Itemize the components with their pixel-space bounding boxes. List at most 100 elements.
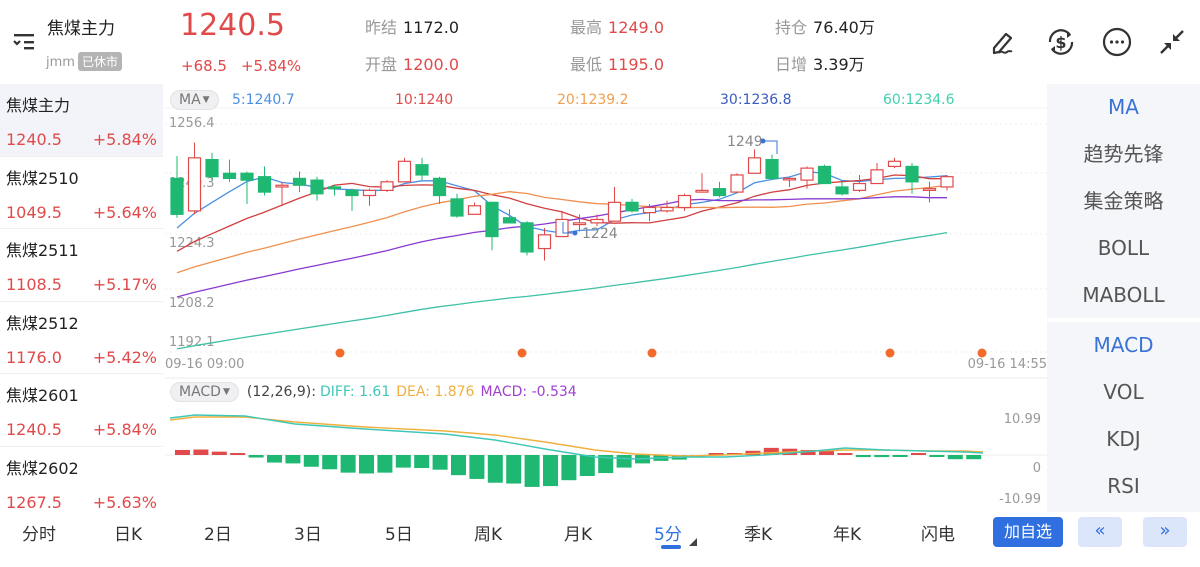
- svg-text:1256.4: 1256.4: [169, 116, 215, 131]
- kline-chart[interactable]: 1256.41240.31224.31208.21192.11249122409…: [165, 84, 1047, 512]
- contract-change-pct: +5.84%: [92, 420, 157, 439]
- market-status-badge: 已休市: [77, 52, 122, 71]
- contract-list-item[interactable]: 焦煤2511 1108.5 +5.17%: [0, 229, 163, 302]
- svg-text:1224: 1224: [582, 226, 618, 242]
- sub-indicator-dropdown[interactable]: MACD ▼: [170, 382, 239, 402]
- svg-text:09-16 09:00: 09-16 09:00: [165, 357, 244, 372]
- event-marker[interactable]: [647, 348, 657, 358]
- contract-price: 1108.5: [6, 275, 62, 294]
- stat-value: 1249.0: [608, 18, 664, 37]
- caret-down-icon: ▼: [202, 95, 210, 105]
- contract-list-item[interactable]: 焦煤主力 1240.5 +5.84%: [0, 84, 163, 157]
- period-expand-icon[interactable]: [689, 538, 697, 546]
- contract-code: jmm 已休市: [46, 52, 122, 71]
- svg-text:10.99: 10.99: [1004, 412, 1041, 427]
- tab-5min[interactable]: 5分: [654, 525, 682, 545]
- stat-daily-change: 日增 3.39万: [775, 51, 865, 75]
- contract-change-pct: +5.42%: [92, 347, 157, 367]
- svg-text:0: 0: [1033, 461, 1041, 476]
- contract-price: 1267.5: [6, 492, 62, 512]
- contract-price: 1176.0: [6, 347, 62, 367]
- tab-monthly[interactable]: 月K: [564, 525, 593, 545]
- indicator-vol[interactable]: VOL: [1103, 380, 1144, 404]
- contract-name: 焦煤2601: [6, 386, 79, 405]
- sub-indicator-list: MACD VOL KDJ RSI: [1047, 322, 1200, 512]
- code-text: jmm: [46, 55, 75, 70]
- stat-label: 开盘: [365, 55, 398, 74]
- draw-pen-icon[interactable]: [988, 26, 1020, 58]
- stat-value: 1195.0: [608, 55, 664, 74]
- chart-canvas[interactable]: 1256.41240.31224.31208.21192.11249122409…: [165, 84, 1047, 512]
- price-change: +68.5 +5.84%: [181, 57, 301, 75]
- tab-flash[interactable]: 闪电: [921, 525, 955, 545]
- indicator-macd[interactable]: MACD: [1093, 333, 1154, 357]
- svg-text:-10.99: -10.99: [999, 492, 1041, 507]
- contract-price: 1240.5: [6, 130, 62, 149]
- stat-high: 最高 1249.0: [570, 14, 664, 38]
- ma5-value: 5:1240.7: [232, 92, 295, 108]
- event-marker[interactable]: [517, 348, 527, 358]
- main-indicator-dropdown[interactable]: MA ▼: [170, 90, 219, 110]
- contract-name: 焦煤2512: [6, 313, 79, 333]
- collapse-arrows-icon[interactable]: [1156, 26, 1188, 58]
- stat-value: 3.39万: [813, 55, 865, 74]
- tab-quarterly[interactable]: 季K: [744, 525, 773, 545]
- event-marker[interactable]: [885, 348, 895, 358]
- last-price: 1240.5: [180, 8, 285, 43]
- svg-text:09-16 14:55: 09-16 14:55: [968, 357, 1047, 372]
- indicator-ma[interactable]: MA: [1108, 95, 1139, 119]
- indicator-rsi[interactable]: RSI: [1107, 474, 1140, 498]
- next-contract-button[interactable]: »: [1143, 517, 1187, 547]
- event-marker[interactable]: [335, 348, 345, 358]
- svg-text:$: $: [1055, 33, 1066, 52]
- contract-list-item[interactable]: 焦煤2512 1176.0 +5.42%: [0, 302, 163, 374]
- tab-yearly[interactable]: 年K: [833, 525, 862, 545]
- currency-exchange-icon[interactable]: $: [1045, 26, 1077, 58]
- macd-dea: DEA: 1.876: [396, 384, 475, 400]
- ma60-value: 60:1234.6: [883, 92, 955, 108]
- tab-2day[interactable]: 2日: [204, 525, 232, 545]
- indicator-trend-pioneer[interactable]: 趋势先锋: [1083, 142, 1164, 166]
- stat-label: 最高: [570, 18, 603, 37]
- indicator-panel: MA 趋势先锋 集金策略 BOLL MABOLL MACD VOL KDJ RS…: [1047, 84, 1200, 512]
- stat-label: 最低: [570, 55, 603, 74]
- indicator-maboll[interactable]: MABOLL: [1082, 283, 1165, 307]
- tab-3day[interactable]: 3日: [294, 525, 322, 545]
- stat-open-interest: 持仓 76.40万: [775, 14, 875, 38]
- contract-list-item[interactable]: 焦煤2510 1049.5 +5.64%: [0, 157, 163, 229]
- stat-label: 昨结: [365, 18, 398, 37]
- tab-daily[interactable]: 日K: [114, 525, 143, 545]
- contract-price: 1049.5: [6, 202, 62, 222]
- macd-legend: MACD ▼ (12,26,9): DIFF: 1.61 DEA: 1.876 M…: [170, 381, 577, 403]
- stat-prev-settle: 昨结 1172.0: [365, 14, 459, 38]
- ma30-value: 30:1236.8: [720, 92, 792, 108]
- contract-list-item[interactable]: 焦煤2602 1267.5 +5.63%: [0, 447, 163, 520]
- svg-text:1208.2: 1208.2: [169, 296, 215, 311]
- contract-change-pct: +5.63%: [92, 492, 157, 512]
- tab-weekly[interactable]: 周K: [474, 525, 503, 545]
- contract-list-item[interactable]: 焦煤2601 1240.5 +5.84%: [0, 374, 163, 447]
- contract-list: 焦煤主力 1240.5 +5.84% 焦煤2510 1049.5 +5.64% 焦煤…: [0, 84, 163, 512]
- macd-params: (12,26,9):: [246, 384, 316, 400]
- stat-value: 1200.0: [403, 55, 459, 74]
- indicator-kdj[interactable]: KDJ: [1106, 427, 1141, 451]
- contract-name: 焦煤2511: [6, 241, 79, 260]
- double-chevron-right-icon: »: [1159, 520, 1171, 541]
- indicator-boll[interactable]: BOLL: [1097, 236, 1150, 260]
- ma10-value: 10:1240: [395, 92, 454, 108]
- more-options-icon[interactable]: [1101, 26, 1133, 58]
- prev-contract-button[interactable]: «: [1078, 517, 1122, 547]
- event-marker[interactable]: [977, 348, 987, 358]
- indicator-jijin-strategy[interactable]: 集金策略: [1083, 189, 1164, 213]
- contract-price: 1240.5: [6, 420, 62, 439]
- menu-list-icon[interactable]: [12, 30, 38, 54]
- add-watchlist-button[interactable]: 加自选: [993, 517, 1063, 547]
- stat-label: 持仓: [775, 18, 808, 37]
- period-tabs: 分时 日K 2日 3日 5日 周K 月K 5分 季K 年K 闪电 加自选 « »: [0, 512, 1200, 567]
- tab-intraday[interactable]: 分时: [22, 525, 56, 545]
- stat-label: 日增: [775, 55, 808, 74]
- contract-change-pct: +5.84%: [92, 130, 157, 149]
- tab-5day[interactable]: 5日: [385, 525, 413, 545]
- macd-diff: DIFF: 1.61: [319, 384, 391, 400]
- caret-down-icon: ▼: [222, 387, 230, 397]
